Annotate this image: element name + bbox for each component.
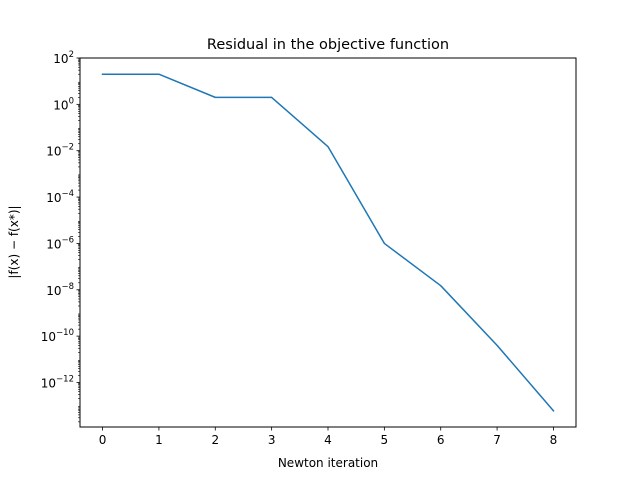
series-line-0 xyxy=(101,73,555,412)
y-tick-label: 10−8 xyxy=(46,282,74,298)
y-tick-label: 100 xyxy=(53,96,74,112)
data-point xyxy=(552,410,555,412)
y-axis: 102 100 10−2 10−4 10−6 10−8 10−10 10−12 xyxy=(41,50,80,423)
data-point xyxy=(383,242,385,245)
x-tick-label: 1 xyxy=(155,433,163,447)
y-tick-label: 10−12 xyxy=(41,374,74,390)
data-point xyxy=(440,285,442,287)
y-tick-label: 102 xyxy=(53,50,74,66)
y-tick-label: 10−6 xyxy=(46,235,74,251)
x-tick-label: 6 xyxy=(437,433,445,447)
data-point xyxy=(158,73,160,75)
y-tick-label: 10−2 xyxy=(46,143,74,159)
plot-layer xyxy=(101,73,555,412)
x-axis-label: Newton iteration xyxy=(278,456,378,470)
chart-title: Residual in the objective function xyxy=(207,37,449,53)
data-point xyxy=(101,73,104,75)
x-tick-label: 8 xyxy=(550,433,558,447)
data-point xyxy=(327,146,329,148)
x-axis: 0 1 2 3 4 5 6 7 8 xyxy=(99,427,558,447)
y-tick-label: 10−10 xyxy=(41,328,74,344)
x-tick-label: 2 xyxy=(211,433,219,447)
data-point xyxy=(496,344,498,346)
x-tick-label: 7 xyxy=(493,433,501,447)
x-tick-label: 3 xyxy=(268,433,276,447)
y-tick-label: 10−4 xyxy=(46,189,74,205)
x-tick-label: 4 xyxy=(324,433,332,447)
x-tick-label: 0 xyxy=(99,433,107,447)
y-axis-label: |f(x) − f(x*)| xyxy=(7,205,21,278)
data-point xyxy=(214,96,216,98)
x-tick-label: 5 xyxy=(381,433,389,447)
plot-frame xyxy=(79,57,577,428)
data-point xyxy=(271,96,273,98)
